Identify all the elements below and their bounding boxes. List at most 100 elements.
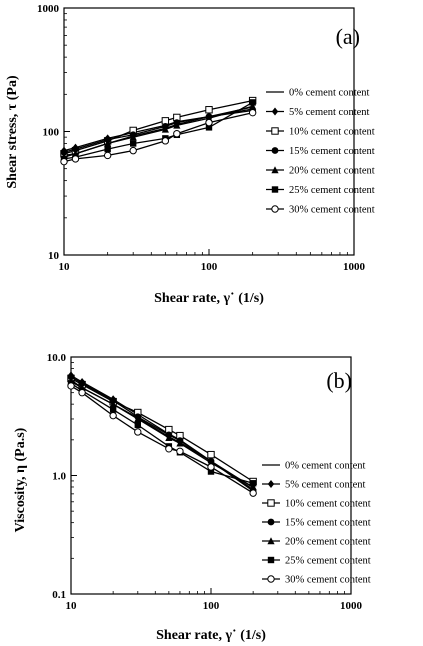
legend-marker	[267, 556, 275, 564]
legend-label: 0% cement content	[285, 461, 366, 472]
legend-label: 5% cement content	[289, 107, 370, 118]
legend-marker	[267, 480, 275, 488]
y-tick-label: 10.0	[47, 352, 67, 364]
x-axis-label: Shear rate, γ˙ (1/s)	[154, 291, 264, 306]
data-point	[205, 124, 213, 131]
series-line	[63, 109, 253, 153]
series-5	[60, 102, 257, 161]
data-point	[205, 118, 213, 127]
data-point	[78, 388, 86, 397]
legend-marker	[267, 575, 275, 583]
data-point	[176, 447, 184, 456]
data-point	[129, 140, 137, 147]
panel-a: 10 100 1000 10 100 1000 0% cement content 5% …	[5, 3, 375, 306]
legend-item: 30% cement content	[262, 575, 371, 586]
legend-label: 10% cement content	[289, 127, 375, 138]
legend-item: 15% cement content	[266, 146, 375, 157]
y-tick-label: 1.0	[52, 471, 66, 483]
data-point	[60, 157, 68, 166]
y-tick-label: 100	[43, 127, 60, 139]
panel-label: (a)	[336, 24, 360, 49]
data-point	[60, 148, 68, 156]
data-point	[165, 445, 173, 453]
data-point	[165, 434, 173, 442]
data-point	[249, 483, 257, 491]
data-point	[249, 489, 257, 497]
legend-item: 5% cement content	[262, 480, 366, 491]
series-line	[63, 112, 253, 163]
data-point	[176, 439, 184, 447]
legend-label: 15% cement content	[289, 146, 375, 157]
data-point	[103, 151, 112, 160]
legend-item: 10% cement content	[266, 127, 375, 138]
data-point	[67, 382, 75, 390]
y-tick-label: 1000	[37, 3, 60, 15]
data-point	[249, 99, 256, 106]
series-7	[67, 382, 257, 497]
legend-label: 25% cement content	[289, 185, 375, 196]
legend-item: 0% cement content	[266, 88, 370, 99]
y-tick-label: 10	[48, 250, 60, 262]
y-axis-label: Shear stress, τ (Pa)	[5, 75, 20, 189]
legend-marker	[271, 147, 279, 154]
data-point	[207, 468, 215, 475]
data-point	[134, 421, 141, 429]
x-axis-label: Shear rate, γ˙ (1/s)	[156, 628, 266, 643]
series-line	[70, 382, 254, 484]
data-point	[173, 121, 181, 129]
data-point	[109, 406, 117, 413]
legend-marker	[267, 499, 275, 507]
legend-marker	[267, 518, 275, 526]
series-7	[60, 108, 257, 166]
data-point	[249, 480, 257, 487]
legend-item: 15% cement content	[262, 518, 371, 529]
legend-item: 0% cement content	[262, 461, 366, 472]
legend-label: 10% cement content	[285, 499, 371, 510]
x-tick-label: 1000	[340, 600, 363, 612]
series-line	[70, 381, 254, 488]
legend-label: 30% cement content	[285, 575, 371, 586]
x-tick-label: 1000	[343, 261, 366, 273]
legend-item: 20% cement content	[266, 166, 375, 177]
legend-marker	[271, 166, 279, 174]
legend-label: 5% cement content	[285, 480, 366, 491]
series-line	[70, 377, 254, 483]
legend-label: 20% cement content	[289, 166, 375, 177]
x-tick-label: 10	[66, 600, 78, 612]
legend-label: 25% cement content	[285, 556, 371, 567]
data-point	[109, 400, 117, 408]
data-point	[71, 155, 80, 163]
legend-item: 25% cement content	[262, 556, 371, 567]
x-tick-label: 100	[203, 600, 220, 612]
data-point	[72, 145, 79, 153]
y-tick-label: 0.1	[52, 589, 66, 601]
data-point	[104, 145, 111, 153]
series-line	[63, 105, 253, 158]
data-point	[249, 102, 257, 110]
data-point	[173, 129, 181, 138]
x-tick-label: 100	[201, 261, 218, 273]
legend-item: 5% cement content	[266, 107, 370, 118]
legend-marker	[267, 537, 275, 545]
legend-item: 25% cement content	[266, 185, 375, 196]
legend-item: 30% cement content	[266, 205, 375, 216]
data-point	[109, 411, 117, 420]
legend-marker	[271, 127, 279, 135]
y-axis-label: Viscosity, η (Pa.s)	[13, 427, 28, 532]
legend-label: 15% cement content	[285, 518, 371, 529]
data-point	[134, 415, 142, 423]
legend-item: 10% cement content	[262, 499, 371, 510]
legend-label: 20% cement content	[285, 537, 371, 548]
legend-label: 30% cement content	[289, 205, 375, 216]
series-line	[70, 376, 254, 492]
legend-marker	[271, 205, 279, 213]
data-point	[248, 108, 257, 117]
series-line	[63, 99, 253, 155]
data-point	[134, 428, 142, 436]
data-point	[129, 133, 137, 141]
data-point	[207, 450, 215, 459]
data-point	[207, 463, 215, 471]
data-point	[161, 137, 170, 145]
data-point	[78, 379, 86, 387]
panel-label: (b)	[326, 368, 352, 393]
